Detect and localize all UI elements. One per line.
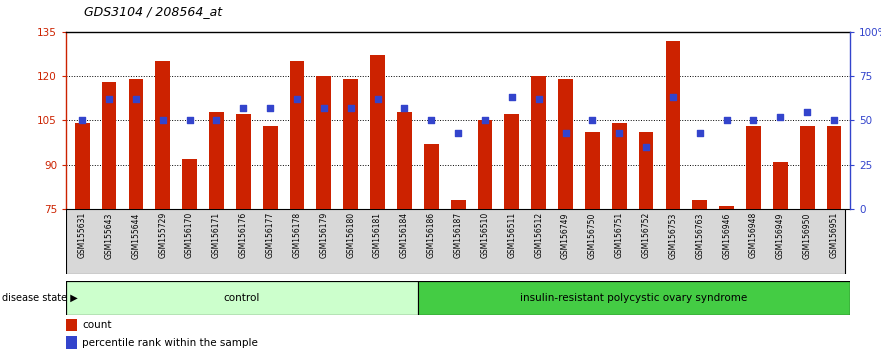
Point: [800, 109, 814, 114]
Bar: [155, 61, 170, 209]
Bar: [478, 120, 492, 209]
Point: [451, 130, 465, 136]
Bar: [370, 56, 385, 209]
Text: GSM156951: GSM156951: [830, 212, 839, 258]
Bar: [451, 200, 465, 209]
Point: [559, 130, 573, 136]
Point: [720, 118, 734, 123]
Point: [317, 105, 331, 111]
Text: GSM156751: GSM156751: [615, 212, 624, 258]
Text: GSM156184: GSM156184: [400, 212, 409, 258]
Point: [397, 105, 411, 111]
Point: [746, 118, 760, 123]
Text: count: count: [82, 320, 111, 330]
Bar: [531, 76, 546, 209]
Text: GSM156749: GSM156749: [561, 212, 570, 258]
Text: GSM156179: GSM156179: [319, 212, 329, 258]
Text: percentile rank within the sample: percentile rank within the sample: [82, 338, 258, 348]
Text: control: control: [224, 293, 260, 303]
Bar: [101, 82, 116, 209]
Point: [531, 96, 545, 102]
Bar: [773, 162, 788, 209]
Bar: [344, 79, 358, 209]
Bar: [75, 123, 90, 209]
Point: [210, 118, 224, 123]
Point: [290, 96, 304, 102]
Point: [344, 105, 358, 111]
Bar: [263, 126, 278, 209]
Text: GSM156511: GSM156511: [507, 212, 516, 258]
Point: [639, 144, 653, 150]
Point: [129, 96, 143, 102]
Bar: [424, 144, 439, 209]
Text: GSM156187: GSM156187: [454, 212, 463, 258]
Point: [505, 95, 519, 100]
Text: GSM155631: GSM155631: [78, 212, 86, 258]
Text: GSM156946: GSM156946: [722, 212, 731, 258]
Bar: [505, 114, 519, 209]
Bar: [66, 319, 77, 331]
Bar: [66, 281, 418, 315]
Bar: [316, 76, 331, 209]
Text: GSM155643: GSM155643: [105, 212, 114, 258]
Point: [585, 118, 599, 123]
Text: GSM156512: GSM156512: [534, 212, 544, 258]
Point: [156, 118, 170, 123]
Bar: [290, 61, 305, 209]
Bar: [397, 112, 411, 209]
Bar: [639, 132, 654, 209]
Point: [102, 96, 116, 102]
Point: [371, 96, 385, 102]
Text: GSM156750: GSM156750: [588, 212, 597, 258]
Text: GSM156180: GSM156180: [346, 212, 355, 258]
Text: GSM156170: GSM156170: [185, 212, 194, 258]
Bar: [719, 206, 734, 209]
Text: GSM156181: GSM156181: [373, 212, 382, 258]
Point: [75, 118, 89, 123]
Bar: [611, 123, 626, 209]
Bar: [236, 114, 251, 209]
Point: [666, 95, 680, 100]
Bar: [692, 200, 707, 209]
Text: GSM156948: GSM156948: [749, 212, 758, 258]
Text: GSM156950: GSM156950: [803, 212, 811, 258]
Text: GSM155729: GSM155729: [159, 212, 167, 258]
Point: [827, 118, 841, 123]
Point: [425, 118, 439, 123]
Text: GSM156763: GSM156763: [695, 212, 704, 258]
Bar: [746, 126, 761, 209]
Bar: [585, 132, 600, 209]
Text: GSM156752: GSM156752: [641, 212, 650, 258]
Bar: [800, 126, 815, 209]
Point: [692, 130, 707, 136]
Point: [263, 105, 278, 111]
Bar: [66, 336, 77, 349]
Text: disease state ▶: disease state ▶: [2, 293, 78, 303]
Text: GSM156178: GSM156178: [292, 212, 301, 258]
Bar: [665, 41, 680, 209]
Bar: [559, 79, 573, 209]
Text: GSM156949: GSM156949: [776, 212, 785, 258]
Text: GSM156171: GSM156171: [212, 212, 221, 258]
Bar: [209, 112, 224, 209]
Point: [182, 118, 196, 123]
Point: [236, 105, 250, 111]
Bar: [826, 126, 841, 209]
Point: [478, 118, 492, 123]
Text: GSM156177: GSM156177: [266, 212, 275, 258]
Text: GSM156186: GSM156186: [426, 212, 436, 258]
Text: GDS3104 / 208564_at: GDS3104 / 208564_at: [84, 5, 222, 18]
Text: GSM156510: GSM156510: [480, 212, 490, 258]
Text: GSM155644: GSM155644: [131, 212, 140, 258]
Bar: [182, 159, 197, 209]
Text: insulin-resistant polycystic ovary syndrome: insulin-resistant polycystic ovary syndr…: [521, 293, 747, 303]
Point: [774, 114, 788, 120]
Point: [612, 130, 626, 136]
Bar: [129, 79, 144, 209]
Text: GSM156176: GSM156176: [239, 212, 248, 258]
Text: GSM156753: GSM156753: [669, 212, 677, 258]
Bar: [418, 281, 850, 315]
